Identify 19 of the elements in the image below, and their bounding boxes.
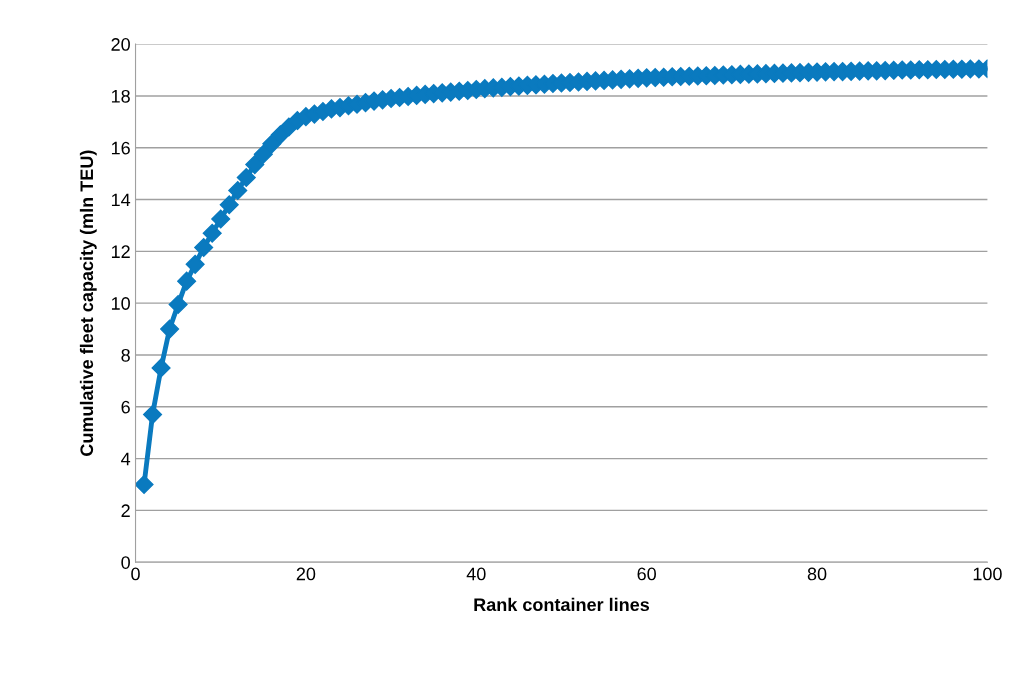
y-tick-label: 10 — [111, 297, 130, 310]
y-tick-label: 18 — [111, 89, 130, 103]
y-tick-label: 2 — [121, 504, 130, 517]
y-tick-label: 12 — [111, 245, 130, 258]
x-tick-label: 80 — [807, 567, 827, 581]
x-tick-label: 100 — [973, 567, 1002, 581]
y-tick-label: 16 — [111, 141, 130, 155]
y-axis-title: Cumulative fleet capacity (mln TEU) — [79, 150, 97, 456]
y-tick-label: 4 — [121, 452, 131, 466]
y-tick-label: 6 — [121, 400, 130, 414]
y-tick-label: 8 — [121, 348, 130, 362]
x-tick-label: 60 — [637, 567, 656, 581]
x-tick-label: 40 — [466, 567, 486, 581]
y-tick-label: 0 — [121, 556, 130, 569]
y-tick-label: 14 — [111, 193, 131, 207]
x-tick-label: 0 — [131, 567, 140, 581]
x-axis-title: Rank container lines — [474, 597, 650, 612]
x-tick-label: 20 — [296, 567, 316, 581]
y-tick-label: 20 — [111, 38, 130, 51]
